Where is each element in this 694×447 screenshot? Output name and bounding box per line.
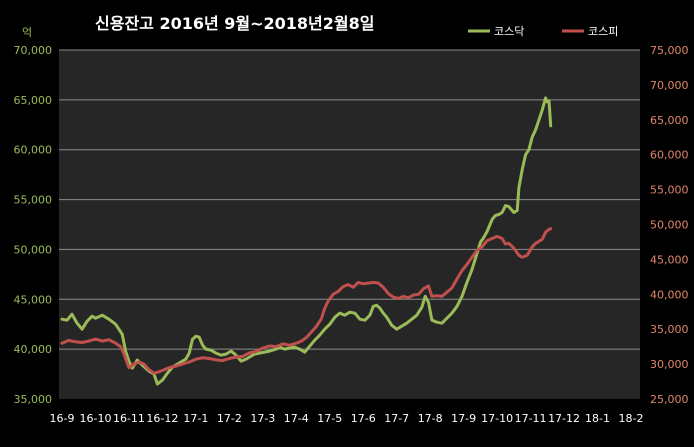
legend-label: 코스닥: [494, 25, 524, 38]
chart-title: 신용잔고 2016년 9월~2018년2월8일: [95, 14, 375, 33]
right-tick-label: 35,000: [650, 323, 689, 336]
x-tick-label: 18-1: [585, 412, 610, 425]
right-tick-label: 65,000: [650, 114, 689, 127]
right-tick-label: 30,000: [650, 358, 689, 371]
left-tick-label: 70,000: [14, 44, 53, 57]
left-tick-label: 45,000: [14, 293, 53, 306]
x-tick-label: 17-3: [250, 412, 275, 425]
x-tick-label: 16-11: [113, 412, 145, 425]
right-tick-label: 50,000: [650, 219, 689, 232]
series-line-kospi: [60, 227, 553, 375]
x-tick-label: 17-2: [217, 412, 242, 425]
x-tick-label: 16-12: [146, 412, 178, 425]
x-tick-label: 17-1: [183, 412, 208, 425]
left-tick-label: 35,000: [14, 393, 53, 406]
plot-area: [59, 50, 640, 399]
legend: 코스닥 코스피: [468, 25, 618, 38]
left-tick-label: 55,000: [14, 194, 53, 207]
right-tick-label: 55,000: [650, 184, 689, 197]
series-line-kosdaq: [60, 96, 553, 386]
gridlines: [59, 49, 640, 350]
left-tick-label: 40,000: [14, 343, 53, 356]
right-tick-label: 40,000: [650, 288, 689, 301]
right-axis-ticks: 25,000 30,000 35,000 40,000 45,000 50,000 55,0…: [650, 44, 689, 406]
right-tick-label: 70,000: [650, 79, 689, 92]
left-axis-unit-label: 억: [22, 26, 32, 39]
right-tick-label: 60,000: [650, 149, 689, 162]
left-tick-label: 60,000: [14, 144, 53, 157]
x-tick-label: 17-5: [317, 412, 342, 425]
x-tick-label: 17-8: [418, 412, 443, 425]
x-tick-label: 16-10: [79, 412, 111, 425]
x-tick-label: 17-12: [548, 412, 580, 425]
legend-label: 코스피: [588, 25, 618, 38]
x-tick-label: 17-4: [284, 412, 309, 425]
left-tick-label: 50,000: [14, 243, 53, 256]
x-axis-ticks: 16-9 16-10 16-11 16-12 17-1 17-2 17-3 17-4 17-5 1…: [50, 412, 644, 425]
x-tick-label: 17-6: [351, 412, 376, 425]
right-tick-label: 25,000: [650, 393, 689, 406]
x-tick-label: 17-9: [451, 412, 476, 425]
x-tick-label: 17-7: [384, 412, 409, 425]
x-tick-label: 17-11: [515, 412, 547, 425]
x-tick-label: 16-9: [50, 412, 75, 425]
right-tick-label: 75,000: [650, 44, 689, 57]
series-lines: [60, 96, 553, 386]
x-tick-label: 17-10: [481, 412, 513, 425]
x-tick-label: 18-2: [619, 412, 644, 425]
left-axis-ticks: 35,000 40,000 45,000 50,000 55,000 60,000 65,0…: [14, 44, 53, 406]
left-tick-label: 65,000: [14, 94, 53, 107]
right-tick-label: 45,000: [650, 253, 689, 266]
